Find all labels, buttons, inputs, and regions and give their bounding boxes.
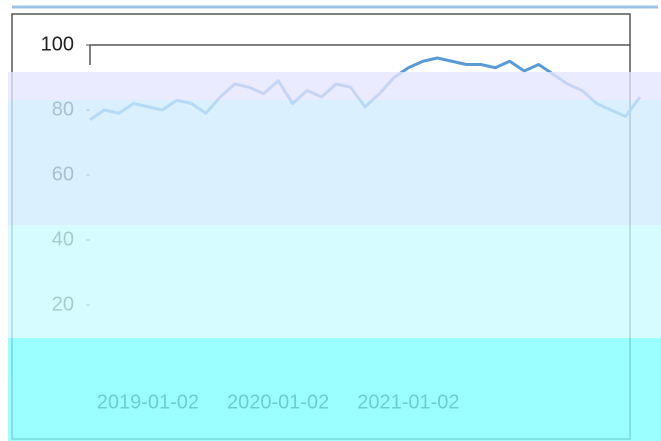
overlay-band [8,338,661,441]
overlay-band [8,100,661,225]
overlay-band [8,225,661,338]
overlay [8,72,661,441]
axis-line [89,44,630,65]
y-tick-label: 100 [41,33,74,55]
overlay-band [8,72,661,102]
